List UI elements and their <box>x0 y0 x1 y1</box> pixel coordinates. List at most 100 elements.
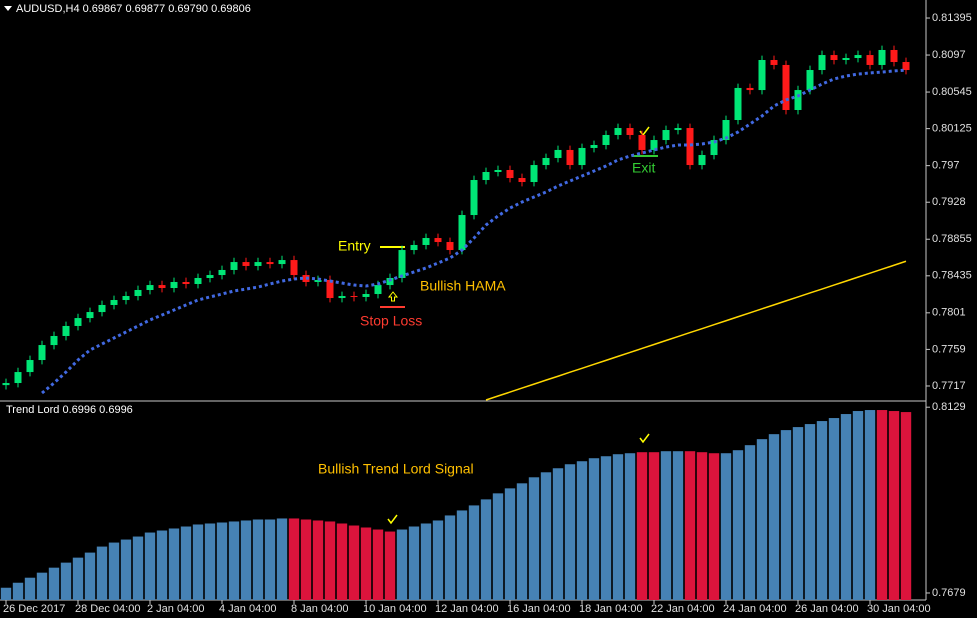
candle-body <box>878 49 886 65</box>
bar <box>828 418 840 600</box>
bar <box>708 453 720 600</box>
candle-body <box>170 281 178 289</box>
y-tick-label: 0.7928 <box>932 196 966 208</box>
candle-body <box>650 140 658 150</box>
y-tick-label: 0.7801 <box>932 307 966 319</box>
x-tick-label: 4 Jan 04:00 <box>219 603 277 615</box>
bar <box>300 519 312 600</box>
check-icon <box>387 514 398 525</box>
bar <box>84 552 96 600</box>
candle-body <box>638 134 646 150</box>
y-tick-label: 0.80545 <box>932 86 972 98</box>
bar <box>492 493 504 600</box>
bar <box>144 532 156 600</box>
candle-body <box>122 296 130 301</box>
candle-body <box>794 90 802 110</box>
y-tick-label: 0.7717 <box>932 380 966 392</box>
bar <box>696 452 708 600</box>
x-tick-label: 22 Jan 04:00 <box>651 603 715 615</box>
bar <box>804 424 816 600</box>
bar <box>744 445 756 600</box>
candle-body <box>602 134 610 146</box>
bar <box>372 529 384 600</box>
candle-body <box>242 262 250 266</box>
bar <box>612 454 624 600</box>
candle-body <box>446 242 454 251</box>
bar <box>108 542 120 600</box>
candle-body <box>734 87 742 121</box>
candle-body <box>314 279 322 282</box>
bar <box>396 529 408 600</box>
bar <box>780 430 792 600</box>
bar <box>876 410 888 600</box>
x-tick-label: 8 Jan 04:00 <box>291 603 349 615</box>
bar <box>180 526 192 600</box>
candle-body <box>854 55 862 59</box>
candle-body <box>278 260 286 265</box>
candle-body <box>782 64 790 110</box>
candle-body <box>86 312 94 319</box>
candle-body <box>422 238 430 245</box>
candle-body <box>350 296 358 298</box>
candle-body <box>110 300 118 305</box>
bar <box>60 562 72 600</box>
candle-body <box>614 128 622 135</box>
annotation: Bullish HAMA <box>420 278 506 294</box>
bar <box>900 412 912 600</box>
bar <box>132 536 144 600</box>
candle-body <box>254 262 262 266</box>
y-tick-label: 0.7679 <box>932 587 966 599</box>
x-tick-label: 24 Jan 04:00 <box>723 603 787 615</box>
candle-body <box>770 60 778 65</box>
up-arrow-icon <box>387 291 399 302</box>
bar <box>192 524 204 600</box>
bar <box>408 526 420 600</box>
bar <box>324 521 336 600</box>
bar <box>156 530 168 600</box>
check-icon <box>639 433 650 444</box>
candle-body <box>374 285 382 295</box>
bar <box>648 452 660 600</box>
candle-body <box>842 58 850 61</box>
candle-body <box>554 149 562 158</box>
candle-body <box>578 147 586 166</box>
y-tick-label: 0.81395 <box>932 12 972 24</box>
bar <box>216 522 228 600</box>
candle-body <box>194 277 202 284</box>
bar <box>0 587 12 600</box>
bar <box>420 523 432 600</box>
bar <box>720 453 732 600</box>
bar <box>840 414 852 600</box>
candle-body <box>290 260 298 276</box>
candle-body <box>38 345 46 361</box>
bar <box>636 452 648 600</box>
bar <box>276 518 288 600</box>
bar <box>564 464 576 600</box>
bar <box>600 456 612 600</box>
bar <box>540 472 552 600</box>
candle-body <box>134 290 142 297</box>
bar <box>264 519 276 600</box>
indicator-line <box>485 260 907 401</box>
symbol-menu-icon[interactable] <box>4 6 12 11</box>
bar <box>852 411 864 600</box>
candle-body <box>62 325 70 336</box>
x-tick-label: 28 Dec 04:00 <box>75 603 140 615</box>
candle-body <box>902 62 910 71</box>
bar <box>660 451 672 600</box>
x-tick-label: 26 Dec 2017 <box>3 603 65 615</box>
bar <box>792 427 804 600</box>
candle-body <box>890 49 898 63</box>
candle-body <box>470 180 478 216</box>
x-tick-label: 18 Jan 04:00 <box>579 603 643 615</box>
candle-body <box>266 262 274 265</box>
candle-body <box>338 296 346 299</box>
candle-body <box>434 238 442 243</box>
candle-body <box>50 335 58 346</box>
bar <box>504 488 516 600</box>
bar <box>228 521 240 600</box>
y-tick-label: 0.8097 <box>932 49 966 61</box>
candle-body <box>686 128 694 166</box>
